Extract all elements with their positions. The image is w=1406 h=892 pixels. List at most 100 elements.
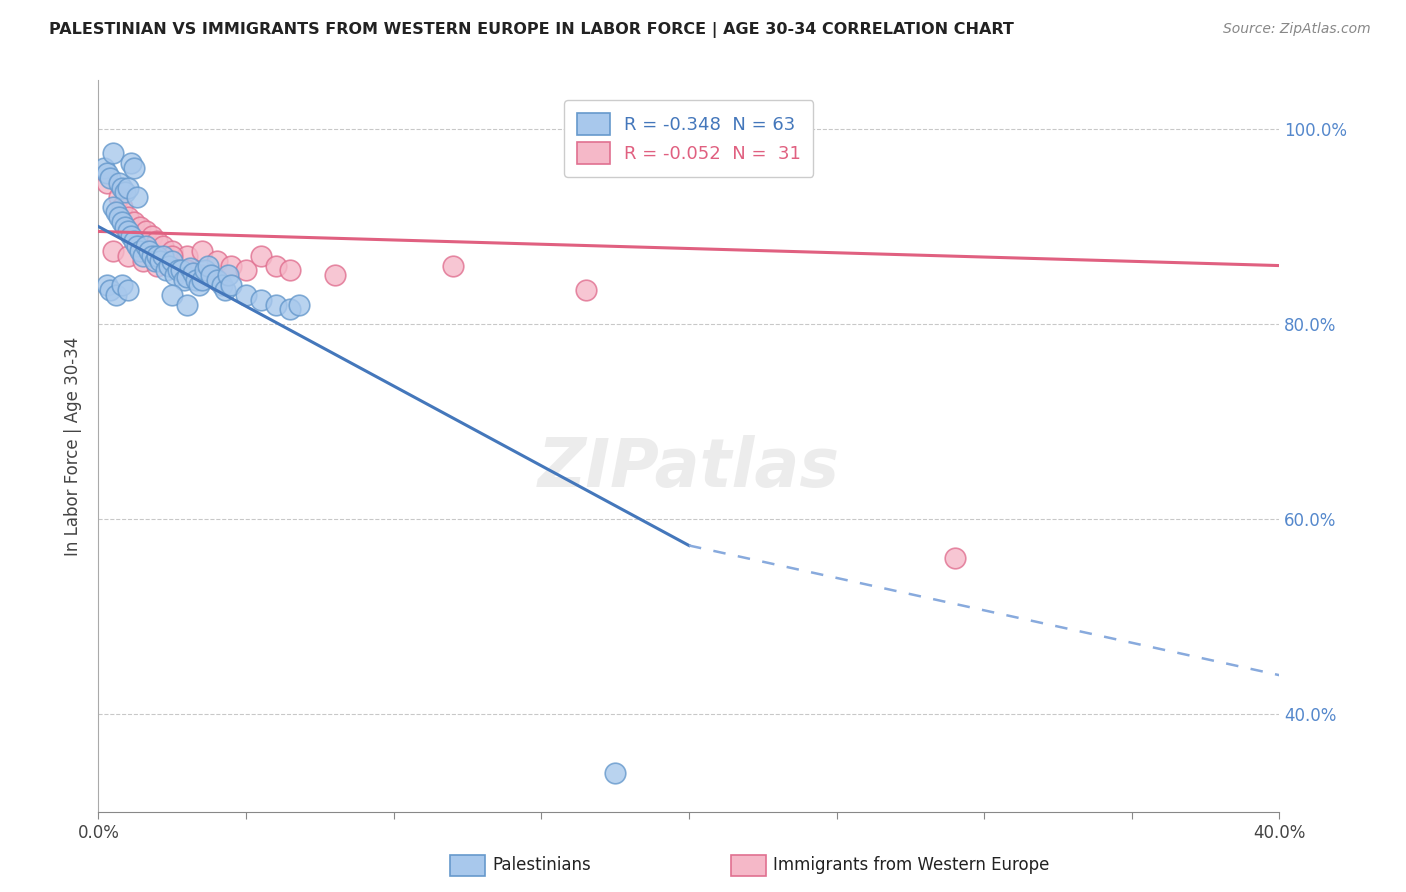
- Point: [117, 283, 139, 297]
- Point: [125, 190, 148, 204]
- Point: [103, 200, 125, 214]
- Point: [155, 263, 177, 277]
- Point: [111, 215, 134, 229]
- Point: [214, 283, 236, 297]
- Point: [162, 249, 183, 263]
- Point: [323, 268, 346, 283]
- Point: [141, 249, 163, 263]
- Point: [221, 259, 243, 273]
- Point: [184, 273, 207, 287]
- Point: [125, 239, 148, 253]
- FancyBboxPatch shape: [450, 855, 485, 876]
- Point: [111, 180, 134, 194]
- Point: [146, 249, 169, 263]
- Point: [235, 263, 257, 277]
- Point: [217, 268, 239, 283]
- Point: [280, 263, 302, 277]
- Point: [96, 166, 118, 180]
- Point: [441, 259, 464, 273]
- Point: [575, 283, 598, 297]
- Point: [264, 297, 287, 311]
- Point: [108, 210, 131, 224]
- Point: [105, 205, 128, 219]
- Point: [138, 244, 160, 258]
- Point: [117, 180, 139, 194]
- Point: [162, 244, 183, 258]
- Point: [128, 219, 150, 234]
- Point: [162, 288, 183, 302]
- Text: Source: ZipAtlas.com: Source: ZipAtlas.com: [1223, 22, 1371, 37]
- Point: [191, 268, 214, 283]
- Point: [235, 288, 257, 302]
- Point: [111, 200, 134, 214]
- Point: [114, 219, 136, 234]
- Point: [149, 253, 172, 268]
- Point: [93, 161, 115, 175]
- Point: [146, 259, 169, 273]
- Text: Palestinians: Palestinians: [492, 856, 591, 874]
- Point: [205, 273, 228, 287]
- Point: [191, 244, 214, 258]
- Point: [221, 278, 243, 293]
- Point: [103, 146, 125, 161]
- Point: [122, 234, 145, 248]
- Point: [108, 190, 131, 204]
- Point: [96, 176, 118, 190]
- Point: [114, 186, 136, 200]
- Point: [176, 297, 198, 311]
- Point: [211, 278, 233, 293]
- Point: [117, 249, 139, 263]
- Point: [170, 263, 193, 277]
- Point: [157, 259, 180, 273]
- Point: [103, 244, 125, 258]
- Point: [288, 297, 311, 311]
- Point: [264, 259, 287, 273]
- Point: [181, 266, 204, 280]
- Text: Immigrants from Western Europe: Immigrants from Western Europe: [773, 856, 1050, 874]
- Point: [96, 278, 118, 293]
- Point: [108, 176, 131, 190]
- Point: [143, 253, 166, 268]
- Point: [205, 253, 228, 268]
- Point: [122, 215, 145, 229]
- Point: [122, 161, 145, 175]
- Point: [132, 253, 155, 268]
- Point: [135, 239, 157, 253]
- Point: [176, 249, 198, 263]
- Point: [120, 229, 142, 244]
- Point: [250, 293, 273, 307]
- Y-axis label: In Labor Force | Age 30-34: In Labor Force | Age 30-34: [65, 336, 83, 556]
- Point: [250, 249, 273, 263]
- Text: ZIPatlas: ZIPatlas: [538, 435, 839, 501]
- Point: [165, 268, 187, 283]
- Point: [117, 210, 139, 224]
- Point: [111, 278, 134, 293]
- Point: [197, 259, 219, 273]
- Point: [117, 224, 139, 238]
- Point: [98, 170, 121, 185]
- Point: [152, 249, 174, 263]
- Point: [200, 268, 222, 283]
- FancyBboxPatch shape: [731, 855, 766, 876]
- Point: [191, 273, 214, 287]
- Point: [152, 239, 174, 253]
- Point: [176, 263, 198, 277]
- Point: [943, 551, 966, 566]
- Point: [105, 288, 128, 302]
- Point: [179, 260, 201, 275]
- Point: [141, 229, 163, 244]
- Point: [167, 263, 190, 277]
- Point: [128, 244, 150, 258]
- Point: [135, 224, 157, 238]
- Point: [176, 270, 198, 285]
- Point: [194, 263, 217, 277]
- Point: [98, 283, 121, 297]
- Point: [205, 273, 228, 287]
- Point: [132, 249, 155, 263]
- Point: [187, 278, 209, 293]
- Point: [146, 234, 169, 248]
- Point: [280, 302, 302, 317]
- Legend: R = -0.348  N = 63, R = -0.052  N =  31: R = -0.348 N = 63, R = -0.052 N = 31: [564, 100, 814, 177]
- Point: [120, 156, 142, 170]
- Text: PALESTINIAN VS IMMIGRANTS FROM WESTERN EUROPE IN LABOR FORCE | AGE 30-34 CORRELA: PALESTINIAN VS IMMIGRANTS FROM WESTERN E…: [49, 22, 1014, 38]
